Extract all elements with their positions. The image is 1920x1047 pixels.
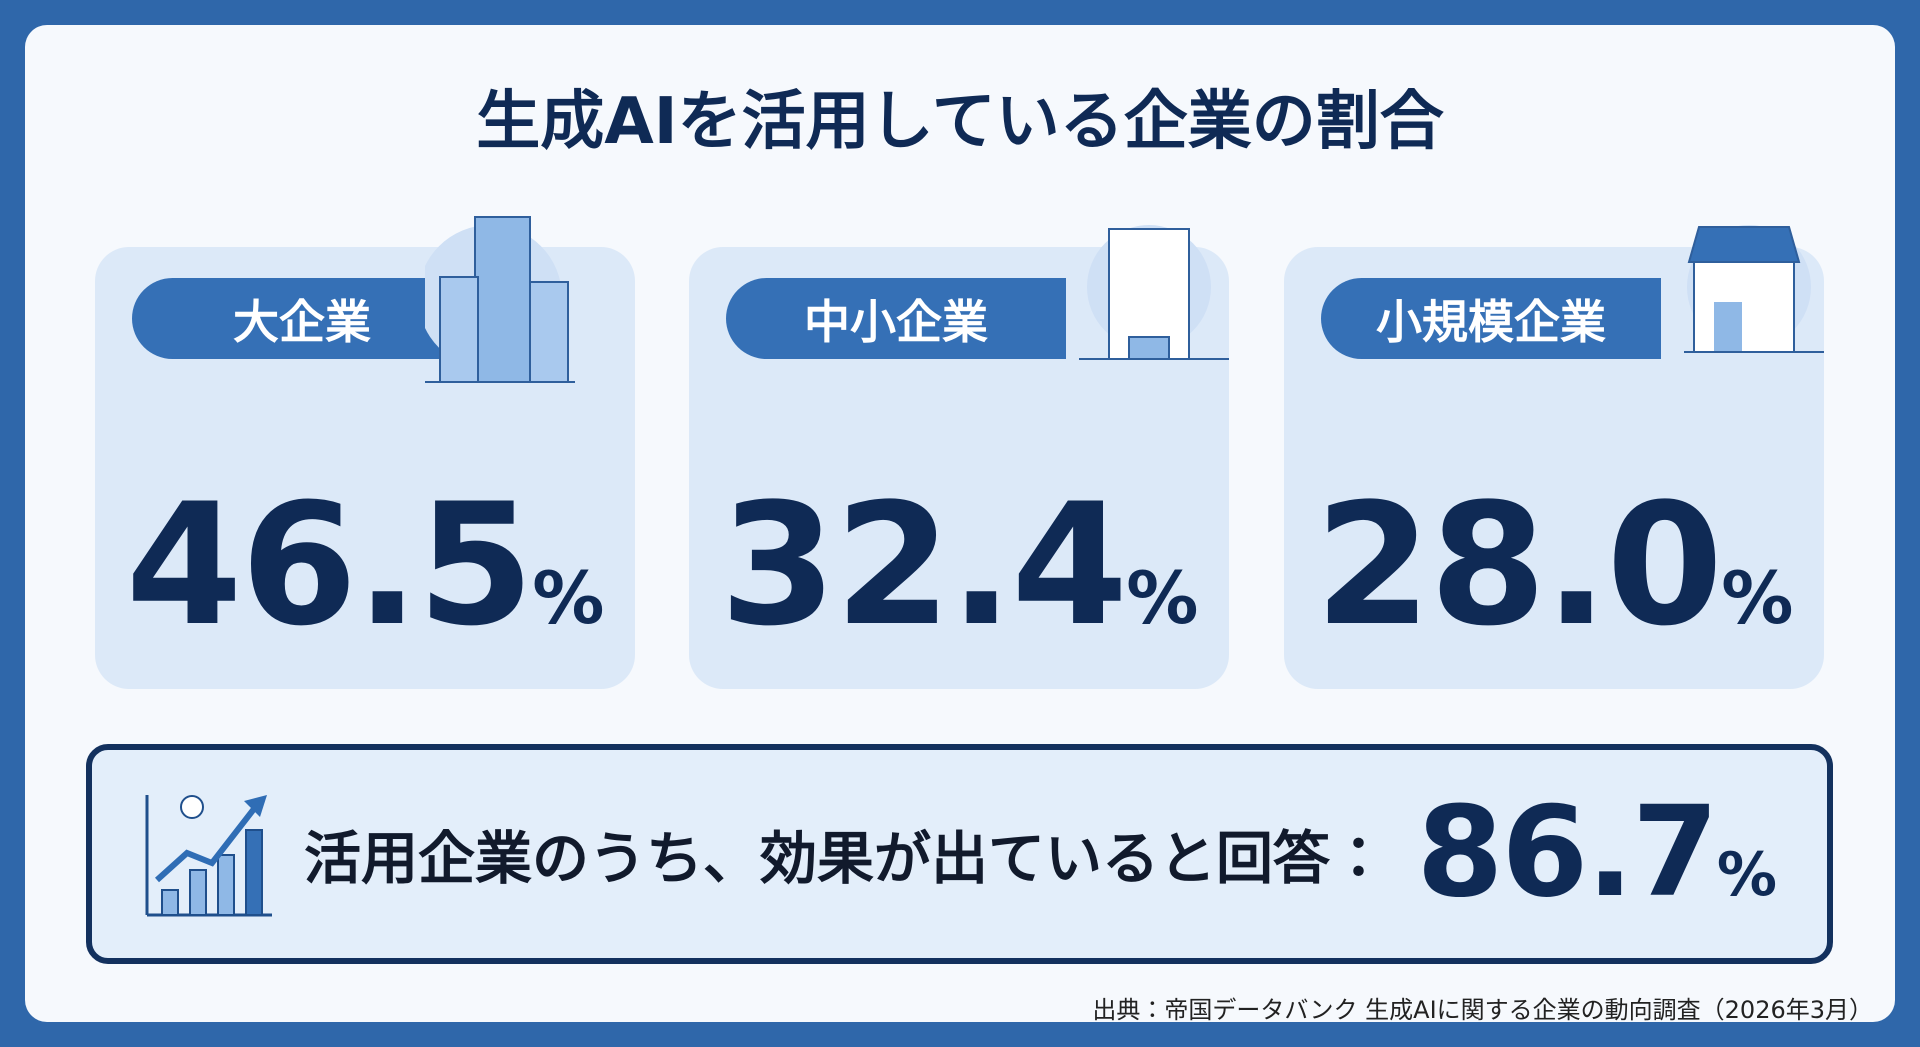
chart-icon <box>145 795 272 917</box>
card-value: 46.5% <box>95 467 635 663</box>
value-unit: % <box>1716 840 1777 910</box>
card: 大企業 46.5% <box>95 216 635 689</box>
value-unit: % <box>1721 556 1794 640</box>
card: 中小企業 32.4% <box>689 225 1229 689</box>
card-label: 中小企業 <box>726 278 1066 359</box>
card-value: 32.4% <box>689 467 1229 663</box>
summary-value: 86.7% <box>1416 750 1777 958</box>
card-value: 28.0% <box>1284 467 1824 663</box>
value-number: 46.5 <box>125 467 535 663</box>
card-label: 小規模企業 <box>1321 278 1661 359</box>
summary-box: 活用企業のうち、効果が出ていると回答： 86.7% <box>86 744 1833 964</box>
value-unit: % <box>1126 556 1199 640</box>
card-label: 大企業 <box>132 278 472 359</box>
value-unit: % <box>532 556 605 640</box>
shop-icon <box>1684 225 1824 353</box>
building-icon <box>425 216 575 383</box>
building-icon <box>1079 225 1229 360</box>
title: 生成AIを活用している企業の割合 <box>476 85 1444 159</box>
source: 出典：帝国データバンク 生成AIに関する企業の動向調査（2026年3月） <box>1092 996 1873 1024</box>
summary-text: 活用企業のうち、効果が出ていると回答： <box>304 826 1387 892</box>
value-number: 28.0 <box>1314 467 1724 663</box>
value-number: 86.7 <box>1416 780 1718 925</box>
value-number: 32.4 <box>719 467 1129 663</box>
card: 小規模企業 28.0% <box>1284 225 1824 689</box>
